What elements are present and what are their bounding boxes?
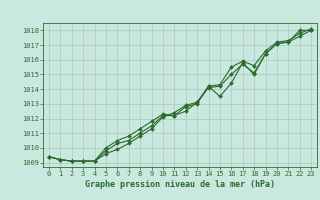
X-axis label: Graphe pression niveau de la mer (hPa): Graphe pression niveau de la mer (hPa)	[85, 180, 275, 189]
